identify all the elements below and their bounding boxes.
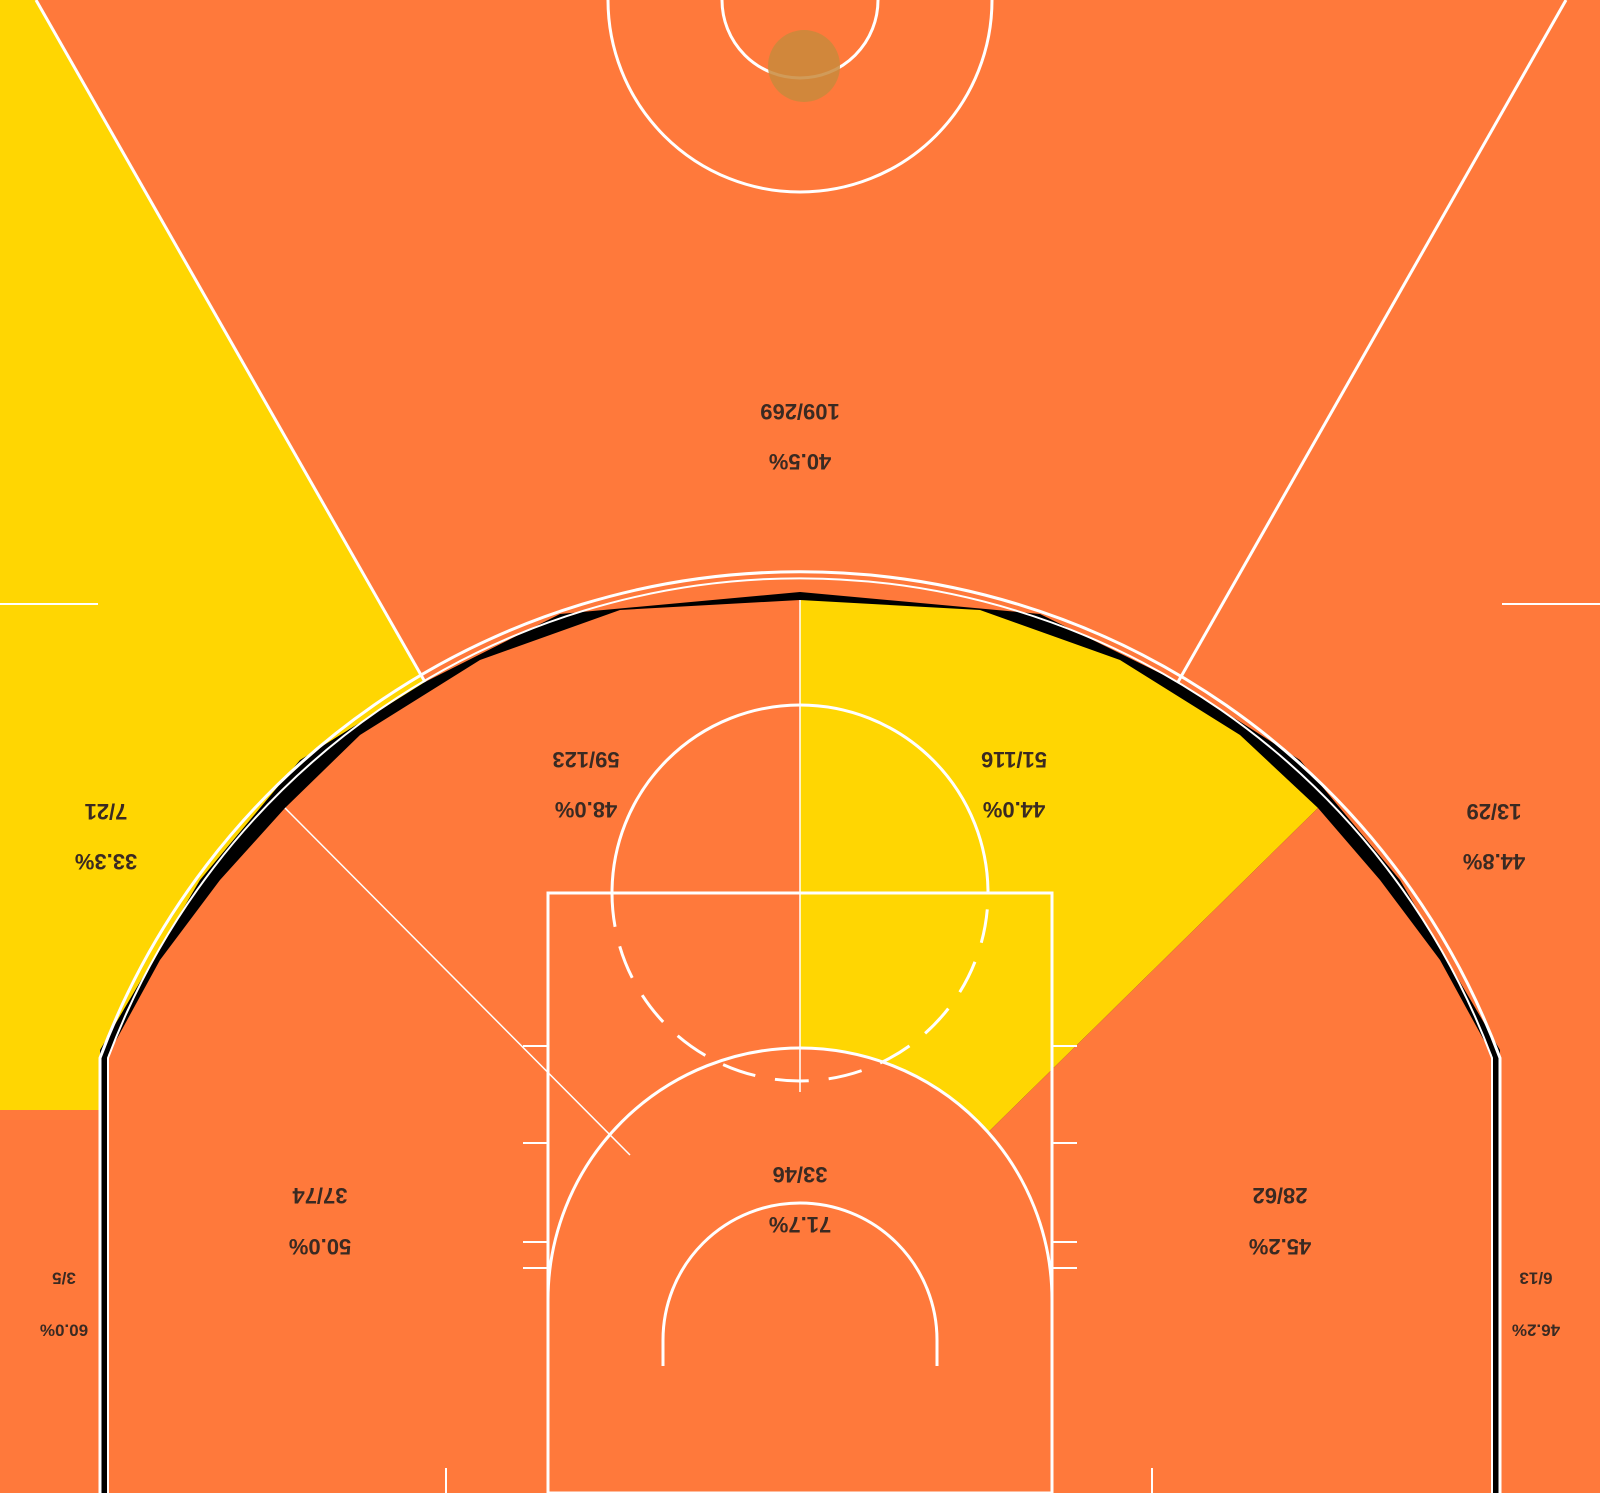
zone-top-three-fraction-label: 109/269 xyxy=(760,399,840,424)
divider-wing-right xyxy=(34,0,427,683)
divider-baseline-right xyxy=(284,807,631,1156)
zone-right-baseline-mid-percent-label: 50.0% xyxy=(289,1234,351,1259)
zone-right-baseline-mid-fraction-label: 37/74 xyxy=(292,1183,348,1208)
zone-right-wing-three-percent-label: 33.3% xyxy=(75,849,137,874)
zone-top-three-percent-label: 40.5% xyxy=(769,449,831,474)
basket-arc xyxy=(661,1201,939,1366)
zone-left-corner-three xyxy=(1500,1110,1600,1493)
zone-left-wing-three-percent-label: 44.8% xyxy=(1463,849,1525,874)
zone-left-elbow-mid-percent-label: 44.0% xyxy=(983,797,1045,822)
zone-left-wing-three-fraction-label: 13/29 xyxy=(1466,799,1521,824)
zone-restricted-area xyxy=(548,1048,1052,1493)
zone-left-baseline-mid xyxy=(965,808,1492,1493)
free-throw-circle-dashed xyxy=(610,892,990,1083)
center-circle-outer xyxy=(606,0,994,194)
zone-right-corner-three xyxy=(0,1110,100,1493)
zone-right-corner-three-fraction-label: 3/5 xyxy=(52,1269,76,1288)
zone-left-wing-three xyxy=(1178,0,1600,1110)
three-point-arc-inner xyxy=(107,577,1493,1493)
zone-left-elbow-mid-fraction-label: 51/116 xyxy=(981,747,1047,772)
zone-left-corner-three-fraction-label: 6/13 xyxy=(1519,1269,1552,1288)
zone-left-elbow-mid xyxy=(800,600,1318,1155)
zone-restricted-area-percent-label: 71.7% xyxy=(769,1212,831,1237)
zone-left-corner-three-percent-label: 46.2% xyxy=(1512,1321,1560,1340)
zone-labels: 109/269 40.5% 7/21 33.3% 13/29 44.8% 59/123 48.… xyxy=(40,399,1560,1339)
divider-wing-left xyxy=(1176,0,1568,683)
zone-right-wing-three xyxy=(0,0,425,1110)
three-point-arc xyxy=(98,570,1502,1493)
free-throw-circle-solid xyxy=(610,703,990,894)
zone-right-elbow-mid-percent-label: 48.0% xyxy=(555,797,617,822)
zone-right-baseline-mid xyxy=(108,808,630,1493)
zone-right-elbow-mid-fraction-label: 59/123 xyxy=(552,747,619,772)
zone-top-three xyxy=(36,0,1566,682)
zone-right-wing-three-fraction-label: 7/21 xyxy=(85,799,128,824)
basketball-icon xyxy=(768,30,840,102)
zone-left-baseline-mid-fraction-label: 28/62 xyxy=(1252,1183,1307,1208)
zone-restricted-area-fraction-label: 33/46 xyxy=(772,1162,827,1187)
zone-right-elbow-mid xyxy=(285,600,800,1155)
zone-right-corner-three-percent-label: 60.0% xyxy=(40,1321,88,1340)
paint-key xyxy=(546,891,1054,1493)
zone-left-baseline-mid-percent-label: 45.2% xyxy=(1249,1234,1311,1259)
restricted-area-arc xyxy=(546,1046,1054,1301)
